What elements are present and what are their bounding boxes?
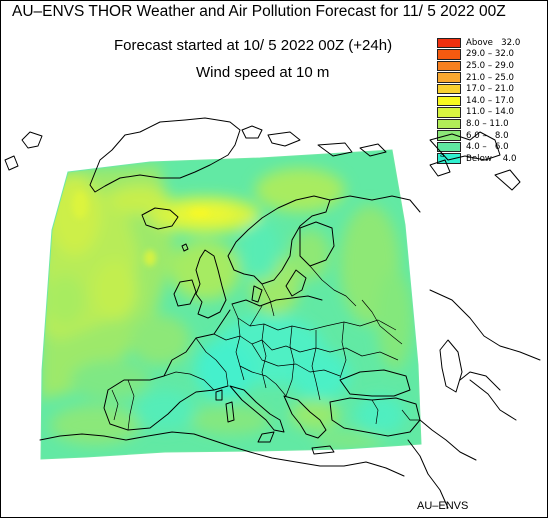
legend-swatch: [437, 95, 461, 107]
legend-swatch: [437, 130, 461, 141]
legend-label: 11.0 – 14.0: [466, 107, 515, 118]
variable-name: Wind speed at 10 m: [196, 64, 330, 81]
legend-label: 4.0 – 6.0: [466, 142, 509, 153]
legend-swatch: [437, 37, 461, 49]
legend-swatch: a: [437, 151, 461, 164]
legend-row: Above 32.0: [437, 37, 541, 49]
legend-row: 6.0 – 8.0: [437, 130, 541, 142]
legend-label: 14.0 – 17.0: [466, 95, 515, 106]
coastlines: [4, 117, 541, 509]
legend-label: 29.0 – 32.0: [466, 49, 515, 60]
country-borders: [111, 265, 420, 431]
forecast-title: AU–ENVS THOR Weather and Air Pollution F…: [12, 3, 506, 20]
legend-row: 21.0 – 25.0: [437, 72, 541, 84]
legend-label: Above 32.0: [466, 37, 521, 48]
legend-row: 8.0 – 11.0: [437, 118, 541, 130]
legend-swatch: [437, 141, 461, 153]
credit-label: AU–ENVS: [417, 500, 469, 512]
legend-swatch: [437, 118, 461, 130]
forecast-start: Forecast started at 10/ 5 2022 00Z (+24h…: [114, 37, 393, 54]
legend-swatch: [437, 83, 461, 95]
legend-row: 11.0 – 14.0: [437, 107, 541, 119]
legend-marker: a: [440, 151, 445, 160]
legend-row: 14.0 – 17.0: [437, 95, 541, 107]
legend-row: 29.0 – 32.0: [437, 49, 541, 61]
legend-swatch: [437, 72, 461, 83]
legend-label: 6.0 – 8.0: [466, 130, 509, 141]
legend-label: 21.0 – 25.0: [466, 72, 515, 83]
legend-swatch: [437, 107, 461, 118]
legend-swatch: [437, 60, 461, 72]
legend-label: 17.0 – 21.0: [466, 84, 515, 95]
legend-row: 4.0 – 6.0: [437, 141, 541, 153]
legend-swatch: [437, 49, 461, 60]
legend-label: 25.0 – 29.0: [466, 60, 515, 71]
legend-row: 25.0 – 29.0: [437, 60, 541, 72]
legend-label: 8.0 – 11.0: [466, 118, 509, 129]
color-legend: Above 32.0 29.0 – 32.0 25.0 – 29.0 21.0 …: [437, 37, 541, 165]
legend-row: 17.0 – 21.0: [437, 83, 541, 95]
wind-field: [41, 150, 421, 459]
